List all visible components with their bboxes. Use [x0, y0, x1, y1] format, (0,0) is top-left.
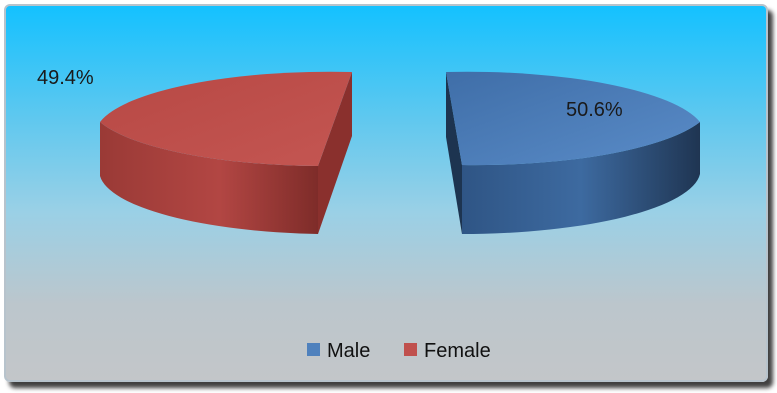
slice-female: [100, 71, 352, 234]
data-label-female: 49.4%: [37, 67, 94, 89]
slice-female-top: [100, 71, 352, 166]
slice-male: [446, 71, 700, 235]
slice-male-outer-side: [462, 122, 700, 235]
slice-female-cut-face: [318, 72, 352, 234]
slice-male-top: [446, 71, 700, 166]
legend-swatch-male: [307, 343, 320, 356]
legend-label-male: Male: [327, 340, 370, 362]
legend: Male Female: [307, 340, 491, 362]
legend-swatch-female: [404, 343, 417, 356]
legend-label-female: Female: [424, 340, 491, 362]
data-label-male: 50.6%: [566, 99, 623, 121]
slice-male-cut-face: [446, 72, 462, 234]
slice-female-outer-side: [100, 122, 318, 234]
